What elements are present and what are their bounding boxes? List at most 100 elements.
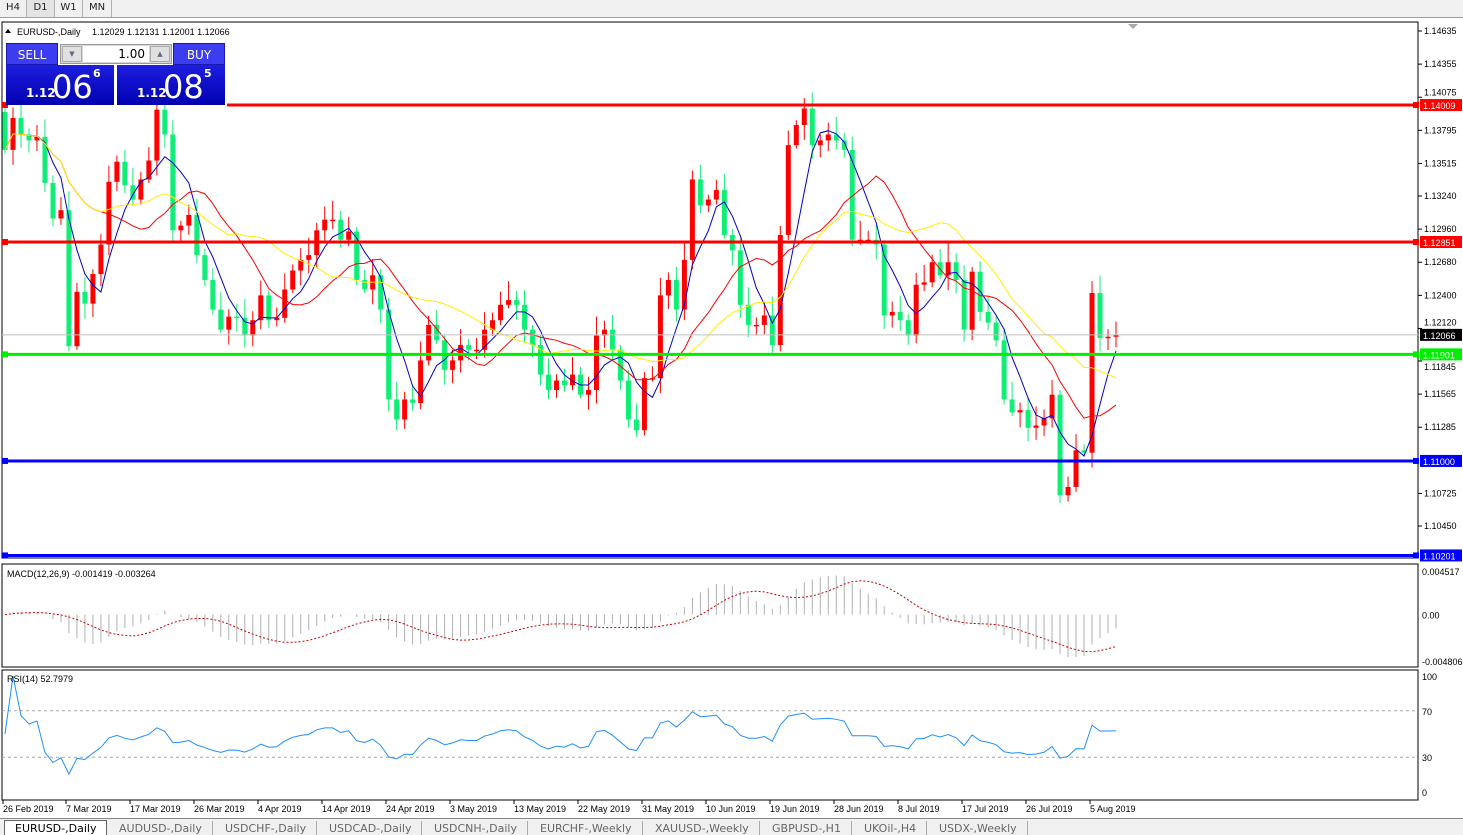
candle-body — [490, 320, 496, 330]
line-handle — [2, 457, 8, 464]
candle-body — [18, 117, 24, 135]
price-label: 1.11000 — [1423, 457, 1455, 467]
price-label: 1.14009 — [1423, 101, 1456, 111]
chart-tab[interactable]: USDCAD-,Daily — [319, 821, 423, 835]
sell-panel[interactable]: SELL 1.12 06 6 — [6, 43, 114, 105]
sell-price-pip: 6 — [93, 67, 101, 80]
candle-body — [985, 311, 991, 323]
axis-label: 1.14355 — [1424, 59, 1457, 69]
candle-body — [721, 190, 727, 236]
lot-increase-button[interactable]: ▲ — [150, 46, 170, 62]
chart-tab[interactable]: AUDUSD-,Daily — [109, 821, 213, 835]
candle-body — [506, 300, 512, 305]
lot-decrease-button[interactable]: ▼ — [62, 46, 82, 62]
chart-tab[interactable]: XAUUSD-,Weekly — [645, 821, 760, 835]
line-handle — [1413, 239, 1419, 246]
price-axis: 1.14635 1.14355 1.14075 1.13795 1.13515 1.132… — [1418, 26, 1457, 531]
candle-body — [546, 374, 552, 390]
candle-body — [817, 140, 823, 146]
candle-body — [434, 324, 440, 341]
rsi-frame — [1, 669, 1419, 801]
chart-tab[interactable]: USDCNH-,Daily — [424, 821, 528, 835]
candle-body — [1089, 292, 1095, 453]
candle-body — [154, 109, 160, 161]
axis-label: 1.10725 — [1424, 488, 1457, 498]
candle-body — [306, 255, 312, 260]
candle-body — [969, 271, 975, 330]
candle-body — [290, 270, 296, 290]
chart-tab[interactable]: USDX-,Weekly — [929, 821, 1028, 835]
shift-marker-icon[interactable] — [1128, 24, 1138, 29]
chart-tab[interactable]: USDCHF-,Daily — [215, 821, 318, 835]
chart-tab[interactable]: UKOil-,H4 — [854, 821, 928, 835]
candle-body — [466, 345, 472, 350]
candle-body — [218, 309, 224, 330]
rsi-label: RSI(14) 52.7979 — [7, 674, 73, 684]
buy-price-big: 08 — [163, 68, 204, 106]
chart-tab[interactable]: GBPUSD-,H1 — [762, 821, 852, 835]
buy-button[interactable]: BUY — [173, 43, 225, 65]
candles — [2, 90, 1119, 504]
chart-tab[interactable]: EURCHF-,Weekly — [530, 821, 643, 835]
line-handle — [1413, 102, 1419, 109]
axis-label: 1.10450 — [1424, 521, 1457, 531]
candle-body — [569, 374, 575, 386]
timeframe-w1[interactable]: W1 — [55, 0, 83, 17]
candle-body — [785, 145, 791, 236]
sell-price[interactable]: 1.12 06 6 — [6, 65, 114, 105]
ma-mid-line — [4, 133, 1117, 419]
axis-label: 1.13795 — [1424, 125, 1457, 135]
lot-size-stepper: ▼ ▲ — [60, 44, 172, 64]
macd-label: MACD(12,26,9) -0.001419 -0.003264 — [7, 569, 156, 579]
candle-body — [378, 275, 384, 310]
price-label-bg — [1420, 549, 1462, 562]
sell-price-small: 1.12 — [26, 86, 56, 100]
candle-body — [418, 360, 424, 403]
candle-body — [402, 399, 408, 420]
candle-body — [1033, 425, 1039, 428]
candle-body — [665, 279, 671, 296]
candle-body — [410, 399, 416, 403]
candle-body — [889, 311, 895, 316]
chart-tab[interactable]: EURUSD-,Daily — [4, 820, 108, 835]
candle-body — [793, 125, 799, 146]
candle-body — [34, 136, 40, 141]
ohlc-readout: 1.12029 1.12131 1.12001 1.12066 — [92, 27, 230, 37]
candle-body — [258, 295, 264, 321]
ma-fast-line — [4, 130, 1117, 457]
line-handle — [1413, 552, 1419, 559]
buy-panel[interactable]: BUY 1.12 08 5 — [117, 43, 225, 105]
rsi-axis-label: 70 — [1422, 707, 1432, 717]
candle-body — [1049, 394, 1055, 419]
candle-body — [482, 329, 488, 350]
candle-body — [250, 320, 256, 336]
candle-body — [913, 284, 919, 336]
candle-body — [1057, 394, 1063, 496]
candle-body — [58, 210, 64, 219]
candle-body — [178, 225, 184, 231]
sell-button[interactable]: SELL — [6, 43, 58, 65]
candle-body — [809, 108, 815, 146]
candle-body — [530, 329, 536, 346]
candle-body — [1025, 410, 1031, 428]
candle-body — [458, 345, 464, 361]
candle-body — [713, 190, 719, 200]
horizontal-lines: 1.14009 1.12851 1.11901 1.11000 1.10201 1.120… — [2, 99, 1462, 562]
price-label-bg — [1420, 454, 1462, 467]
moving-averages — [4, 130, 1117, 457]
axis-label: 1.11565 — [1424, 389, 1456, 399]
line-handle — [2, 351, 8, 358]
candle-body — [681, 259, 687, 310]
timeframe-h4[interactable]: H4 — [0, 0, 27, 17]
candle-body — [921, 282, 927, 285]
candle-body — [74, 291, 80, 347]
buy-price[interactable]: 1.12 08 5 — [117, 65, 225, 105]
timeframe-d1[interactable]: D1 — [27, 0, 55, 17]
price-label: 1.11901 — [1423, 350, 1455, 360]
candle-body — [897, 311, 903, 321]
timeframe-mn[interactable]: MN — [83, 0, 112, 17]
lot-size-input[interactable] — [83, 46, 149, 62]
candle-body — [961, 279, 967, 330]
date-label: 5 Aug 2019 — [1090, 804, 1136, 814]
